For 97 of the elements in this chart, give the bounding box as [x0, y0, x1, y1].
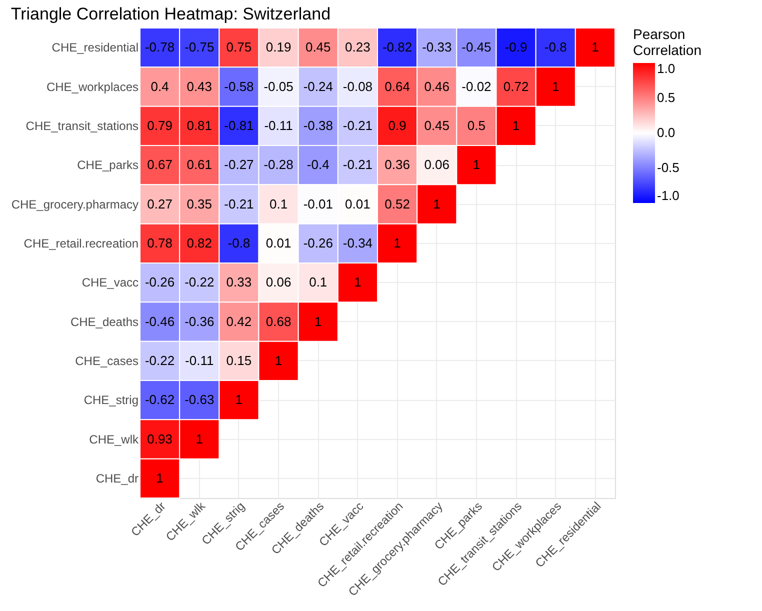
data-label: -0.11 — [264, 118, 293, 133]
data-label: -0.08 — [342, 78, 373, 94]
data-label: 0.35 — [186, 196, 212, 212]
data-label: -0.01 — [303, 196, 333, 212]
data-label: -0.21 — [342, 157, 373, 172]
data-label: 1 — [354, 274, 362, 290]
y-tick-label: CHE_vacc — [82, 276, 138, 290]
y-tick-label: CHE_workplaces — [46, 80, 138, 94]
y-tick-label: CHE_retail.recreation — [24, 236, 138, 250]
data-label: -0.33 — [422, 40, 452, 55]
data-label: 0.93 — [147, 431, 172, 446]
data-label: 0.81 — [186, 118, 212, 133]
data-label: 0.61 — [186, 157, 212, 172]
data-label: -0.81 — [224, 118, 254, 133]
y-tick-label: CHE_cases — [75, 354, 138, 368]
data-label: -0.4 — [306, 157, 330, 172]
data-label: -0.63 — [184, 392, 214, 408]
y-tick-label: CHE_wlk — [89, 432, 140, 446]
data-label: -0.05 — [264, 78, 294, 94]
data-label: -0.78 — [144, 40, 175, 55]
data-label: -0.8 — [228, 235, 250, 250]
data-label: 0.9 — [388, 118, 406, 133]
data-label: 0.27 — [147, 196, 172, 212]
data-label: 0.75 — [226, 40, 252, 55]
data-label: 0.68 — [266, 314, 292, 329]
y-tick-label: CHE_deaths — [70, 314, 138, 329]
data-label: 0.78 — [147, 235, 172, 250]
data-label: -0.62 — [144, 392, 175, 408]
data-label: -0.21 — [224, 196, 254, 212]
data-label: -0.21 — [342, 118, 373, 133]
color-bar-label: 1.0 — [657, 61, 676, 76]
data-label: 0.43 — [186, 78, 212, 94]
data-label: -0.22 — [184, 274, 214, 290]
data-label: 1 — [196, 431, 203, 446]
data-label: -0.24 — [303, 78, 333, 94]
data-label: 0.06 — [266, 274, 292, 290]
data-label: 0.4 — [150, 78, 169, 94]
data-label: 0.52 — [384, 196, 410, 212]
data-label: -0.75 — [184, 40, 214, 55]
data-label: 0.72 — [503, 78, 529, 94]
data-label: 1 — [274, 352, 282, 368]
data-label: -0.9 — [504, 40, 528, 55]
data-label: 0.01 — [345, 196, 370, 212]
data-label: 0.33 — [226, 274, 252, 290]
data-label: 1 — [314, 314, 322, 329]
data-label: 0.42 — [226, 314, 252, 329]
data-label: -0.11 — [185, 352, 214, 368]
data-label: 0.36 — [384, 157, 410, 172]
data-label: 1 — [552, 78, 560, 94]
data-label: 0.1 — [309, 274, 328, 290]
data-label: 1 — [433, 196, 440, 212]
color-bar-label: -0.5 — [657, 160, 680, 175]
data-label: -0.27 — [224, 157, 254, 172]
data-label: 1 — [472, 157, 480, 172]
data-label: -0.22 — [144, 352, 175, 368]
data-label: 0.15 — [226, 352, 252, 368]
chart-title: Triangle Correlation Heatmap: Switzerland — [10, 4, 331, 24]
data-label: 0.64 — [384, 78, 410, 94]
data-label: -0.45 — [462, 40, 492, 55]
data-label: 0.45 — [305, 40, 331, 55]
data-label: 1 — [512, 118, 520, 133]
data-label: 0.23 — [345, 40, 370, 55]
data-label: 0.46 — [424, 78, 450, 94]
y-tick-label: CHE_residential — [52, 40, 138, 55]
data-label: -0.8 — [544, 40, 567, 55]
y-tick-label: CHE_parks — [77, 158, 138, 172]
data-label: -0.38 — [303, 118, 333, 133]
legend-title: Pearson Correlation — [633, 26, 702, 58]
data-label: 0.82 — [186, 235, 212, 250]
data-label: 1 — [235, 392, 243, 408]
data-label: 0.06 — [424, 157, 450, 172]
data-label: -0.26 — [303, 235, 333, 250]
data-label: 1 — [156, 470, 164, 486]
data-label: -0.28 — [264, 157, 294, 172]
data-label: -0.82 — [382, 40, 412, 55]
y-tick-label: CHE_transit_stations — [26, 118, 138, 133]
data-label: -0.02 — [462, 78, 492, 94]
data-label: 0.5 — [467, 118, 486, 133]
data-label: -0.26 — [144, 274, 175, 290]
y-tick-label: CHE_grocery.pharmacy — [11, 197, 138, 212]
data-label: -0.34 — [342, 235, 373, 250]
data-label: 1 — [592, 40, 599, 55]
color-bar-label: 0.5 — [657, 90, 676, 105]
y-tick-label: CHE_dr — [96, 471, 138, 486]
data-label: 0.19 — [266, 40, 292, 55]
data-label: 1 — [394, 235, 401, 250]
data-label: 0.01 — [266, 235, 292, 250]
data-label: 0.79 — [147, 118, 172, 133]
data-label: 0.1 — [270, 196, 288, 212]
data-label: -0.36 — [184, 314, 214, 329]
y-tick-label: CHE_strig — [84, 393, 138, 408]
data-label: -0.46 — [144, 314, 175, 329]
data-label: -0.58 — [224, 78, 254, 94]
data-label: 0.67 — [147, 157, 172, 172]
data-label: 0.45 — [424, 118, 450, 133]
color-bar-label: 0.0 — [657, 125, 676, 140]
color-bar-label: -1.0 — [657, 188, 680, 203]
